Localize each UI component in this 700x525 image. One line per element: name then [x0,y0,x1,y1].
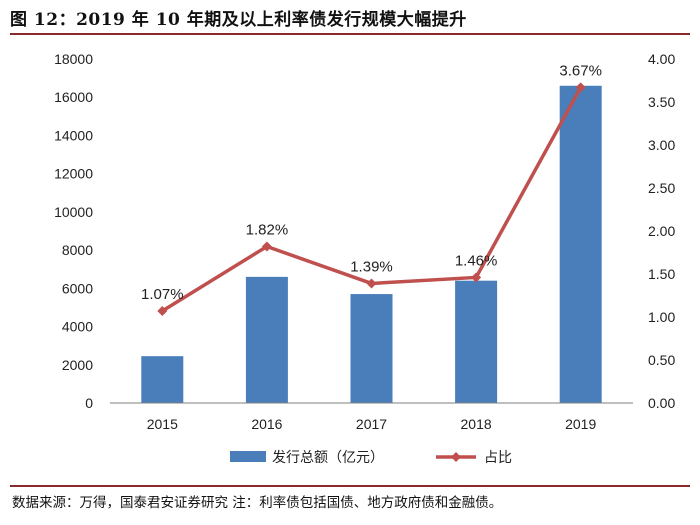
y-left-tick-label: 14000 [54,127,93,143]
footer-rule [10,485,690,487]
share-marker-2018 [471,272,482,283]
y-left-tick-label: 16000 [54,89,93,105]
y-right-tick-label: 3.00 [648,137,675,153]
x-tick-label-2018: 2018 [461,416,492,432]
bar-2016 [245,276,288,403]
y-right-tick-label: 2.00 [648,223,675,239]
bar-2018 [455,280,498,403]
y-left-tick-label: 8000 [62,242,93,258]
y-left-tick-label: 2000 [62,357,93,373]
data-label-2015: 1.07% [141,286,184,303]
data-label-2016: 1.82% [246,221,289,238]
legend-line-marker [451,452,461,462]
y-left-tick-label: 6000 [62,280,93,296]
share-marker-2019 [575,82,586,93]
bar-2017 [350,294,393,403]
x-tick-label-2019: 2019 [565,416,596,432]
figure-title: 图 12：2019 年 10 年期及以上利率债发行规模大幅提升 [10,10,467,30]
x-tick-label-2015: 2015 [147,416,178,432]
legend-line-label: 占比 [484,450,512,466]
y-left-tick-label: 0 [85,395,93,411]
y-right-tick-label: 4.00 [648,51,675,67]
share-marker-2016 [261,241,272,252]
share-line [161,86,583,313]
y-left-tick-label: 4000 [62,319,93,335]
y-right-tick-label: 1.00 [648,309,675,325]
source-note: 数据来源：万得，国泰君安证券研究 注：利率债包括国债、地方政府债和金融债。 [12,495,503,511]
data-label-2018: 1.46% [455,252,498,269]
legend-bar-swatch [230,451,266,462]
bar-2015 [141,356,184,403]
share-marker-2015 [157,305,168,316]
x-tick-label-2017: 2017 [356,416,387,432]
y-left-tick-label: 12000 [54,166,93,182]
data-label-2017: 1.39% [350,258,393,275]
y-right-tick-label: 3.50 [648,94,675,110]
share-marker-2017 [366,278,377,289]
title-rule [10,33,690,35]
legend-bar-label: 发行总额（亿元） [272,450,384,466]
y-left-tick-label: 10000 [54,204,93,220]
data-label-2019: 3.67% [559,62,602,79]
y-right-tick-label: 2.50 [648,180,675,196]
bar-2019 [559,85,602,403]
y-left-tick-label: 18000 [54,51,93,67]
chart: 0 2000 4000 6000 8000 10000 12000 14000 16000 180… [54,51,675,466]
y-right-tick-label: 0.50 [648,352,675,368]
y-right-tick-label: 1.50 [648,266,675,282]
y-right-tick-label: 0.00 [648,395,675,411]
x-tick-label-2016: 2016 [251,416,282,432]
